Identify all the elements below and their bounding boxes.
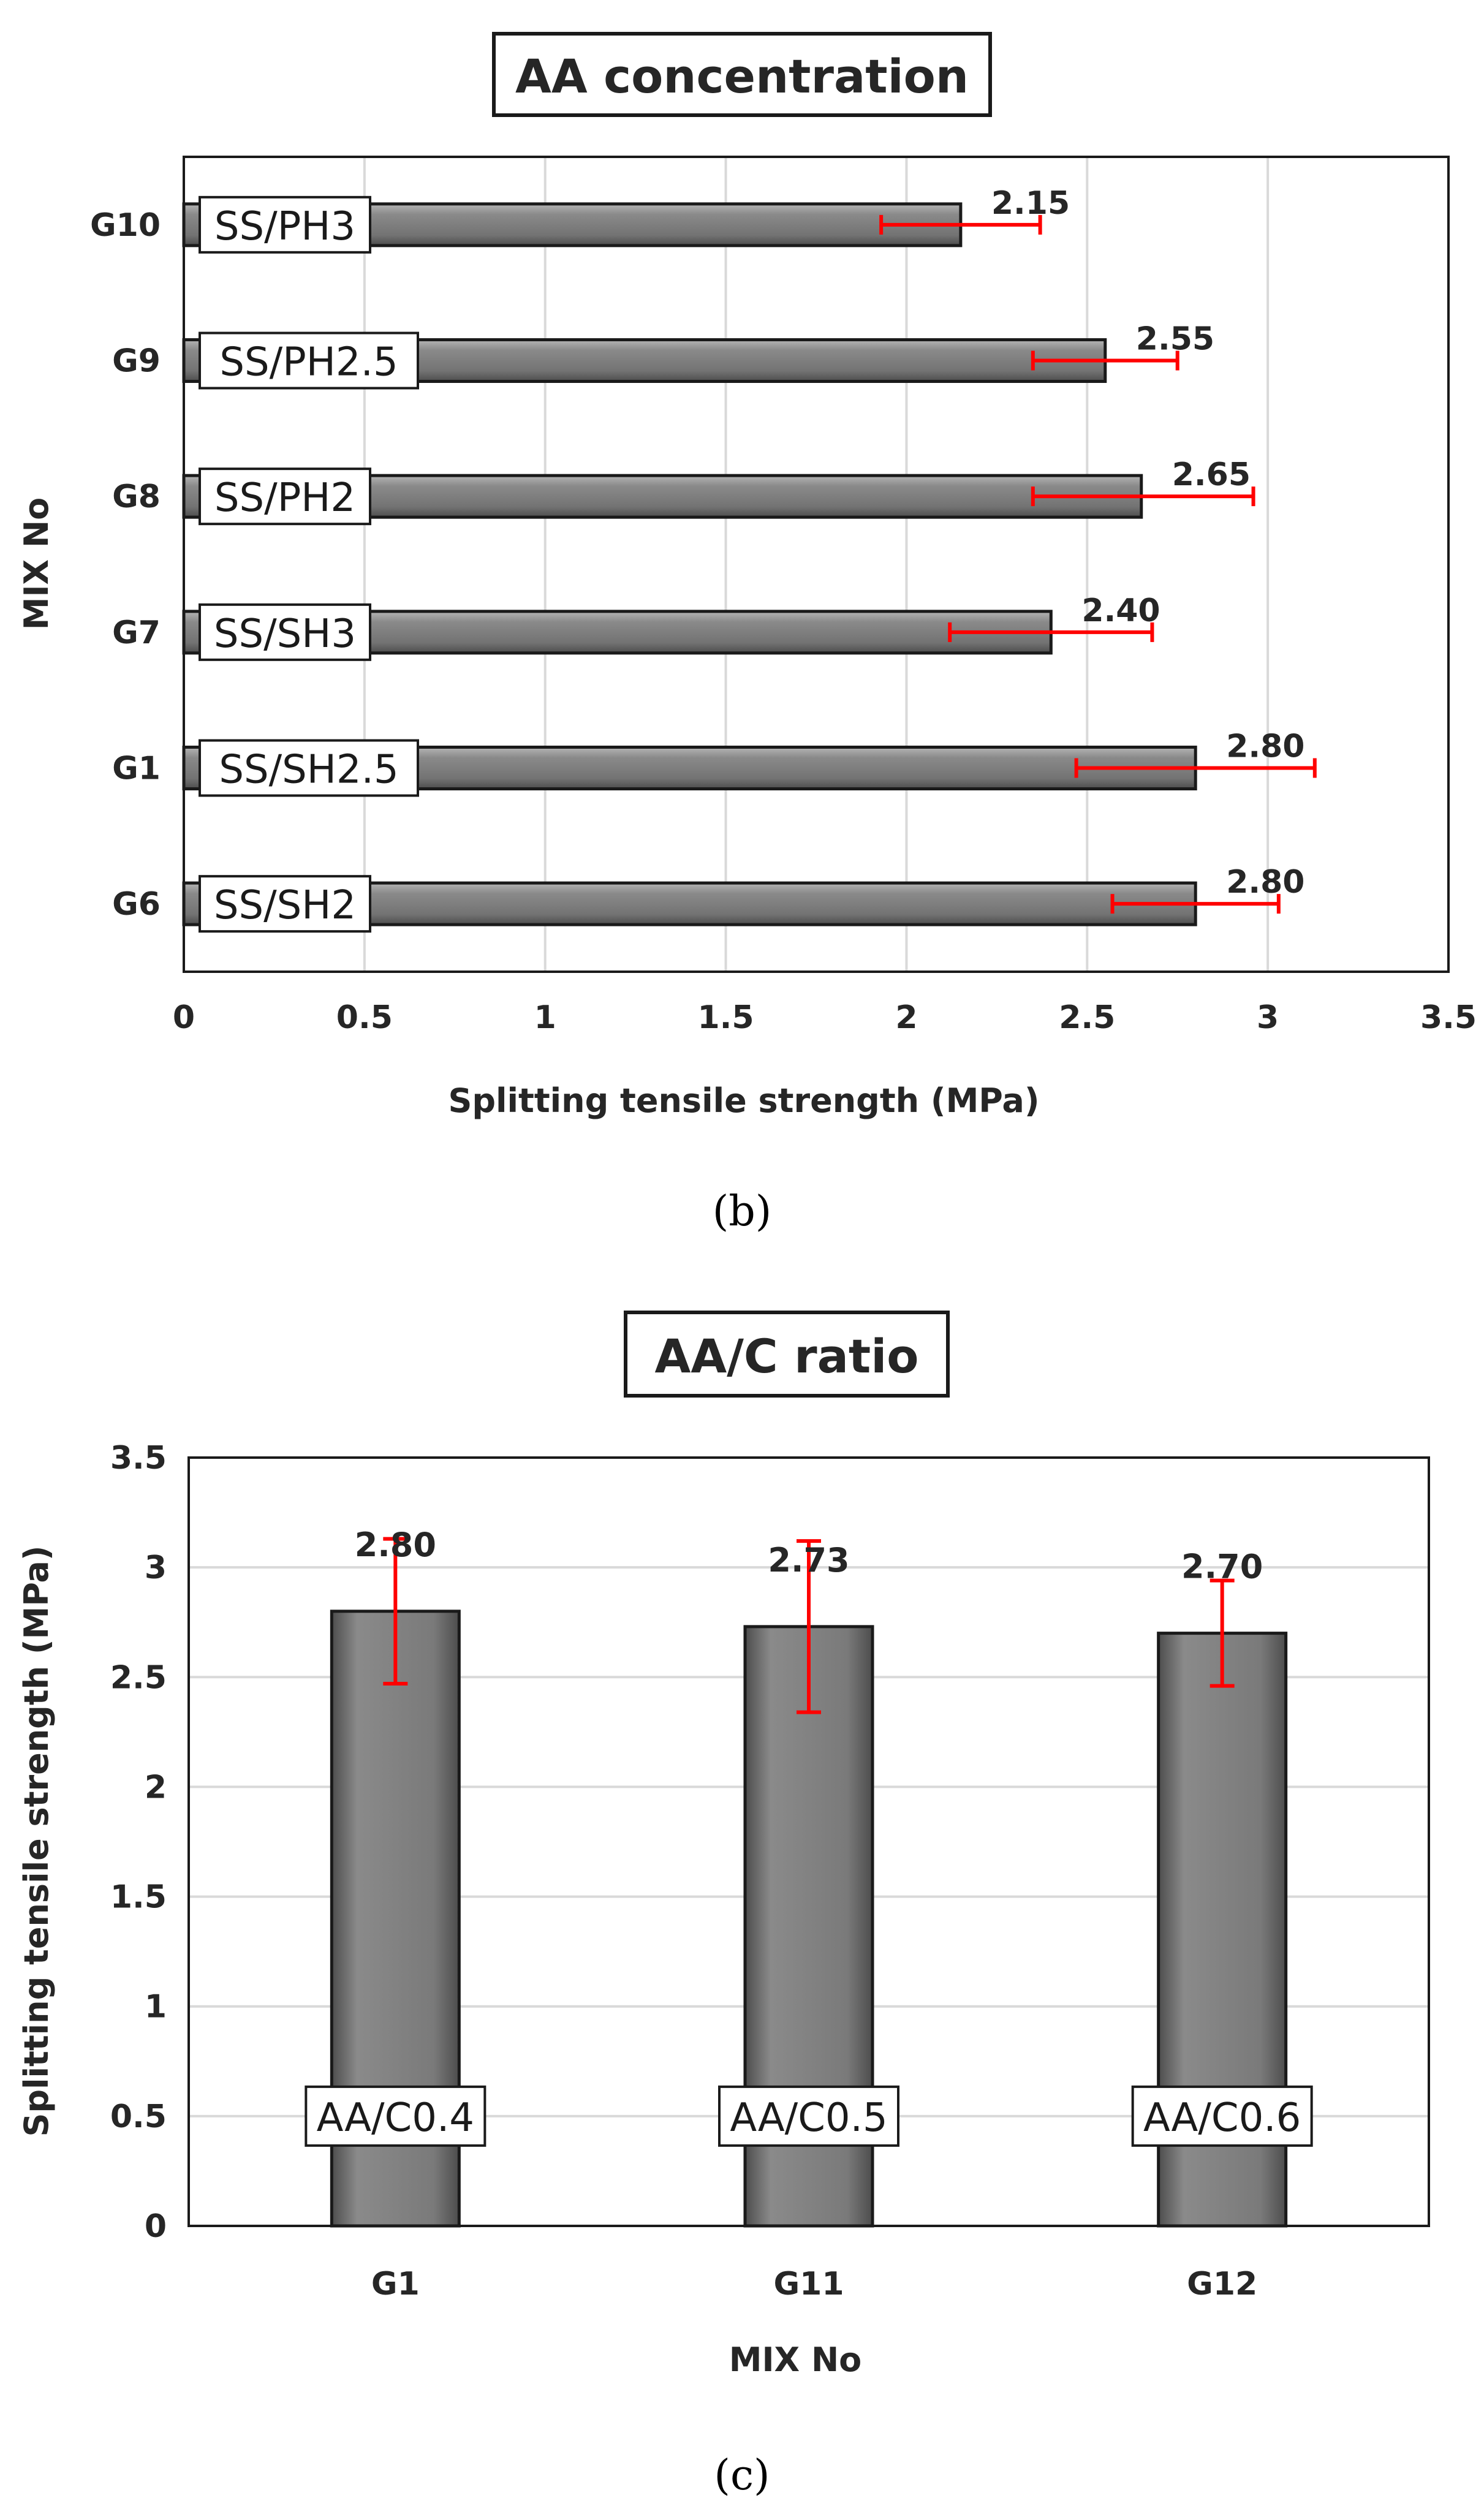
panel-b-bar-tag-box: [199, 195, 371, 254]
panel-b-x-tick-label: 0.5: [336, 999, 393, 1036]
panel-b-category-label: G6: [112, 886, 161, 923]
panel-b-x-tick-label: 1: [534, 999, 556, 1036]
panel-b-bar-tag: SS/PH2.5: [219, 340, 398, 385]
panel-c-bar-tag-box: [1131, 2085, 1313, 2147]
panel-b-category-label: G7: [112, 615, 161, 651]
panel-b-category-label: G1: [112, 751, 161, 787]
panel-b: AA concentration SS/PH32.15SS/PH2.52.55S…: [17, 32, 1477, 1236]
panel-c-bar-tag: AA/C0.5: [730, 2095, 887, 2141]
panel-c-category-label: G11: [773, 2266, 844, 2302]
panel-c-y-tick-label: 0: [145, 2208, 167, 2245]
panel-c-y-axis-title: Splitting tensile strength (MPa): [17, 1545, 56, 2136]
panel-c-y-tick-label: 3: [145, 1549, 167, 1586]
panel-b-category-label: G9: [112, 343, 161, 380]
panel-c: AA/C ratio AA/C0.4 2.80 AA/C0.5 2.73 AA/C0.6…: [17, 1311, 1430, 2500]
panel-c-y-tick-label: 1.5: [110, 1879, 167, 1916]
panel-b-x-tick-label: 3: [1257, 999, 1279, 1036]
panel-c-value-label: 2.80: [355, 1526, 436, 1564]
panel-c-title-box: [624, 1311, 950, 1398]
panel-b-bar-tag: SS/SH3: [214, 611, 356, 657]
panel-c-bar-tag: AA/C0.4: [317, 2095, 474, 2141]
panel-b-value-label: 2.65: [1172, 456, 1251, 493]
panel-b-bar-tag: SS/PH2: [214, 475, 355, 521]
panel-b-label: (b): [713, 1187, 772, 1236]
panel-b-value-label: 2.80: [1226, 728, 1304, 765]
panel-b-value-label: 2.80: [1226, 864, 1304, 901]
panel-c-label: (c): [714, 2451, 770, 2500]
panel-c-bar-tag-box: [718, 2085, 899, 2147]
panel-c-bar-tag-box: [305, 2085, 486, 2147]
panel-b-bar-tag-box: [199, 331, 419, 390]
panel-c-title: AA/C ratio: [655, 1329, 919, 1383]
panel-c-y-tick-label: 3.5: [110, 1440, 167, 1477]
panel-b-x-tick-label: 0: [173, 999, 195, 1036]
panel-b-x-axis-title: Splitting tensile strength (MPa): [448, 1081, 1039, 1120]
panel-c-y-tick-label: 2: [145, 1769, 167, 1806]
panel-b-bar-tag: SS/PH3: [214, 204, 355, 249]
panel-c-category-label: G12: [1187, 2266, 1257, 2302]
panel-b-x-tick-label: 2: [895, 999, 917, 1036]
panel-b-title-box: [492, 32, 992, 117]
panel-c-bar-tag: AA/C0.6: [1143, 2095, 1301, 2141]
panel-b-bar-tag-box: [199, 739, 419, 797]
panel-b-gridlines: [363, 157, 1270, 972]
panel-c-value-label: 2.73: [768, 1541, 849, 1580]
panel-b-x-tick-labels: 0 0.5 1 1.5 2 2.5 3 3.5: [173, 999, 1477, 1036]
panel-c-y-tick-label: 1: [145, 1989, 167, 2026]
panel-c-y-tick-label: 2.5: [110, 1659, 167, 1696]
panel-b-x-tick-label: 1.5: [698, 999, 754, 1036]
panel-b-bar-tag: SS/SH2: [214, 883, 356, 928]
panel-b-bar-tag-box: [199, 875, 371, 933]
panel-c-y-tick-label: 0.5: [110, 2098, 167, 2135]
panel-b-x-tick-label: 3.5: [1420, 999, 1477, 1036]
panel-b-bar-tag: SS/SH2.5: [219, 747, 398, 793]
panel-b-value-label: 2.40: [1081, 592, 1160, 629]
panel-b-x-tick-label: 2.5: [1059, 999, 1115, 1036]
panel-b-title: AA concentration: [515, 49, 969, 104]
panel-b-category-labels: G10 G9 G8 G7 G1 G6: [90, 207, 161, 923]
panel-b-bar-tag-box: [199, 467, 371, 526]
panel-c-category-labels: G1 G11 G12: [371, 2266, 1257, 2302]
panel-b-value-label: 2.55: [1136, 321, 1214, 358]
panel-b-category-label: G10: [90, 207, 161, 244]
panel-c-y-tick-labels: 0 0.5 1 1.5 2 2.5 3 3.5: [110, 1440, 167, 2245]
panel-c-value-label: 2.70: [1181, 1548, 1263, 1586]
panel-b-value-label: 2.15: [991, 185, 1070, 222]
panel-c-bars: AA/C0.4 2.80 AA/C0.5 2.73 AA/C0.6 2.70: [305, 1526, 1313, 2228]
panel-b-plot-frame: [183, 156, 1450, 973]
panel-b-bars: SS/PH3 2.15 SS/PH2.5 2.55 SS/PH2 2.65 SS/SH3 2.…: [182, 185, 1317, 933]
panel-b-bar-tag-box: [199, 603, 371, 661]
panel-b-category-label: G8: [112, 479, 161, 515]
panel-c-category-label: G1: [371, 2266, 420, 2302]
panel-b-y-axis-title: MIX No: [17, 498, 56, 630]
panel-c-x-axis-title: MIX No: [729, 2340, 862, 2379]
